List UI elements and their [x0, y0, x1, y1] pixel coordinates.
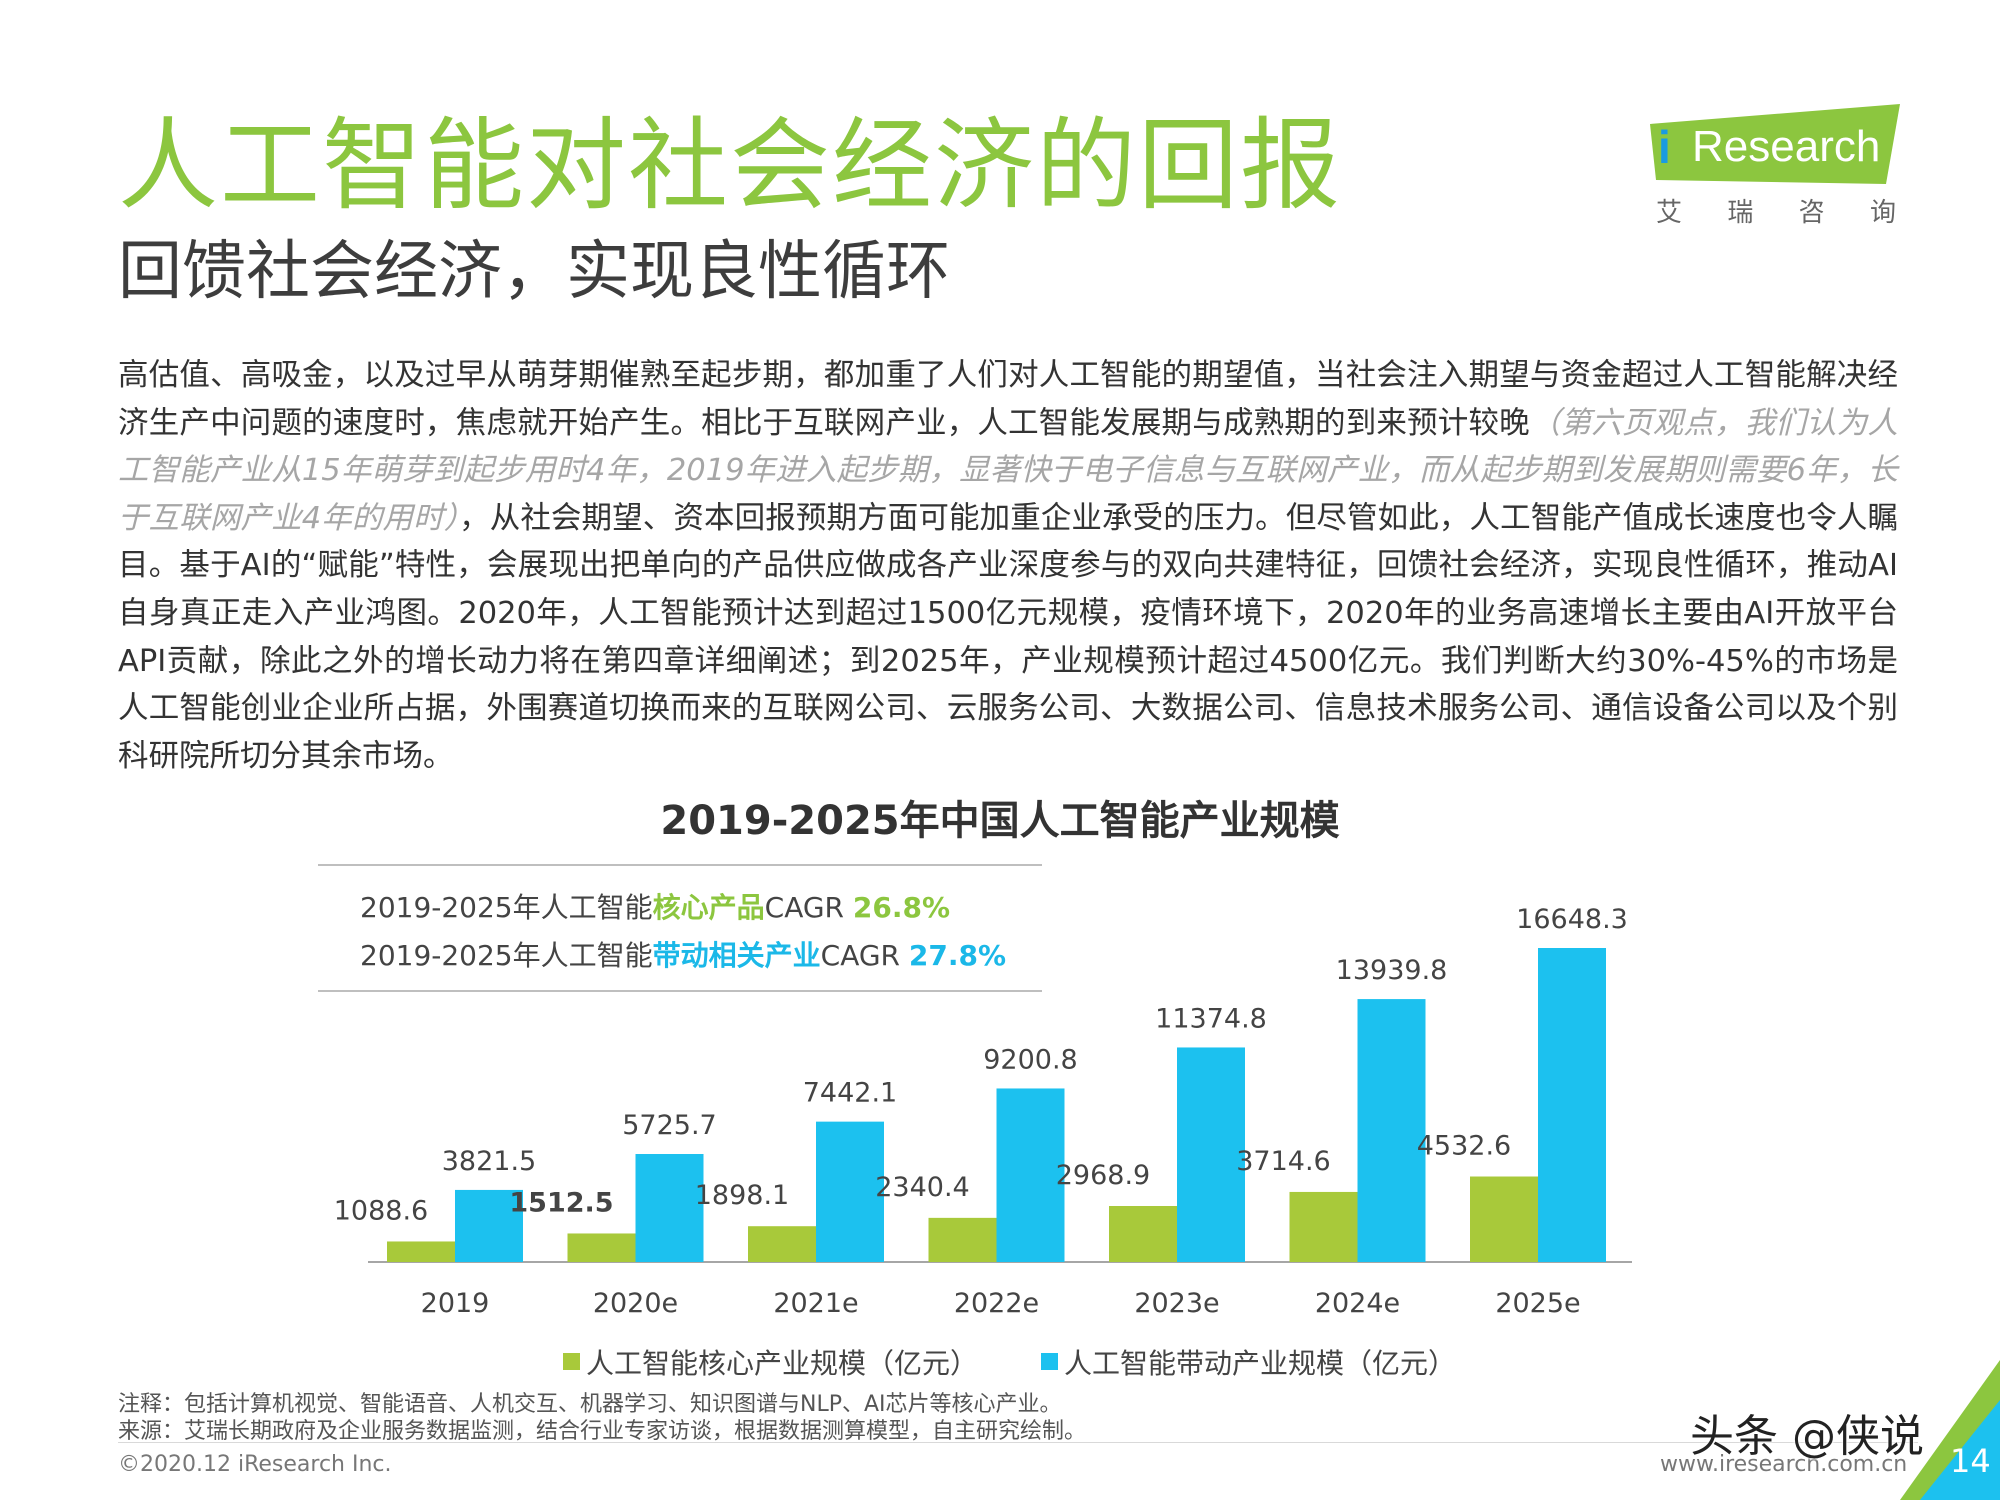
cagr-related: 2019-2025年人工智能带动相关产业CAGR 27.8% [360, 934, 1006, 974]
x-tick-label-2023e: 2023e [1134, 1288, 1219, 1319]
website-link[interactable]: www.iresearch.com.cn [1660, 1452, 1908, 1477]
cagr-related-label: CAGR [820, 939, 909, 972]
data-label-core-2021e: 1898.1 [695, 1180, 789, 1211]
bar-core-2020e [567, 1233, 636, 1262]
bar-related-2021e [816, 1121, 884, 1262]
data-label-related-2025e: 16648.3 [1516, 904, 1628, 935]
x-tick-label-2021e: 2021e [773, 1288, 858, 1319]
x-tick-label-2025e: 2025e [1495, 1288, 1580, 1319]
chart-title: 2019-2025年中国人工智能产业规模 [660, 798, 1340, 844]
bar-core-2022e [928, 1217, 997, 1262]
bar-core-2021e [748, 1226, 816, 1262]
data-label-related-2023e: 11374.8 [1155, 1003, 1267, 1034]
legend-swatch-related [1041, 1353, 1058, 1370]
page-title: 人工智能对社会经济的回报 [118, 107, 1342, 224]
body-note: （第六页观点，我们认为人工智能产业从15年萌芽到起步用时4年，2019年进入起步… [118, 405, 1898, 536]
page-number: 14 [1950, 1442, 1991, 1480]
data-label-related-2022e: 9200.8 [983, 1044, 1077, 1075]
copyright: ©2020.12 iResearch Inc. [118, 1452, 392, 1477]
logo-cn-char: 艾 [1656, 198, 1683, 228]
logo-cn-char: 询 [1869, 198, 1896, 228]
watermark: 头条 @侠说 [1690, 1411, 1924, 1462]
corner-decoration-icon [1900, 1360, 2000, 1500]
cagr-related-prefix: 2019-2025年人工智能 [360, 939, 653, 972]
data-label-core-2024e: 3714.6 [1236, 1146, 1330, 1177]
x-tick-label-2019: 2019 [421, 1288, 490, 1319]
logo-text: Research [1692, 122, 1881, 171]
body-part1: 高估值、高吸金，以及过早从萌芽期催熟至起步期，都加重了人们对人工智能的期望值，当… [118, 358, 1898, 441]
cagr-related-highlight: 带动相关产业 [652, 939, 821, 972]
cagr-core-prefix: 2019-2025年人工智能 [360, 891, 653, 924]
data-label-core-2023e: 2968.9 [1056, 1160, 1150, 1191]
data-label-related-2024e: 13939.8 [1336, 955, 1448, 986]
bar-related-2022e [996, 1088, 1065, 1262]
logo-cn-char: 瑞 [1727, 198, 1754, 228]
data-label-related-2020e: 5725.7 [622, 1110, 716, 1141]
legend-label-core: 人工智能核心产业规模（亿元） [586, 1347, 978, 1380]
data-label-core-2022e: 2340.4 [875, 1172, 969, 1203]
data-label-related-2019: 3821.5 [442, 1146, 536, 1177]
bar-related-2023e [1177, 1047, 1245, 1262]
page-subtitle: 回馈社会经济，实现良性循环 [118, 235, 950, 309]
logo-badge-icon [1650, 104, 1900, 184]
data-label-core-2025e: 4532.6 [1417, 1131, 1511, 1162]
cagr-core-label: CAGR [764, 891, 853, 924]
logo-i: i [1658, 121, 1671, 173]
iresearch-logo: i Research 艾 瑞 咨 询 [1650, 104, 1900, 228]
cagr-related-value: 27.8% [908, 939, 1007, 972]
bar-related-2024e [1357, 999, 1426, 1262]
cagr-core-value: 26.8% [852, 891, 951, 924]
bar-related-2025e [1538, 948, 1606, 1262]
bar-related-2020e [635, 1154, 704, 1262]
bar-related-2019 [455, 1189, 523, 1262]
data-label-core-2020e: 1512.5 [509, 1187, 613, 1218]
bar-core-2019 [387, 1241, 455, 1262]
x-tick-label-2024e: 2024e [1315, 1288, 1400, 1319]
legend-label-related: 人工智能带动产业规模（亿元） [1064, 1347, 1456, 1380]
x-tick-label-2020e: 2020e [593, 1288, 678, 1319]
footnote-note: 注释：包括计算机视觉、智能语音、人机交互、机器学习、知识图谱与NLP、AI芯片等… [118, 1392, 1062, 1417]
data-label-core-2019: 1088.6 [334, 1195, 428, 1226]
logo-cn: 艾 瑞 咨 询 [1656, 192, 1896, 229]
cagr-box: 2019-2025年人工智能核心产品CAGR 26.8% 2019-2025年人… [318, 864, 1042, 992]
bar-core-2025e [1470, 1176, 1538, 1262]
bar-core-2023e [1109, 1206, 1177, 1262]
footnote-source: 来源：艾瑞长期政府及企业服务数据监测，结合行业专家访谈，根据数据测算模型，自主研… [118, 1419, 1087, 1444]
cagr-core-highlight: 核心产品 [652, 891, 765, 924]
bottom-divider [118, 1442, 1918, 1443]
body-part2: ，从社会期望、资本回报预期方面可能加重企业承受的压力。但尽管如此，人工智能产值成… [118, 500, 1899, 774]
body-paragraph: 高估值、高吸金，以及过早从萌芽期催熟至起步期，都加重了人们对人工智能的期望值，当… [118, 352, 1898, 780]
bar-core-2024e [1289, 1191, 1358, 1262]
logo-cn-char: 咨 [1798, 198, 1825, 228]
x-tick-label-2022e: 2022e [954, 1288, 1039, 1319]
cagr-core: 2019-2025年人工智能核心产品CAGR 26.8% [360, 886, 950, 926]
data-label-related-2021e: 7442.1 [803, 1078, 897, 1109]
legend-swatch-core [563, 1353, 580, 1370]
